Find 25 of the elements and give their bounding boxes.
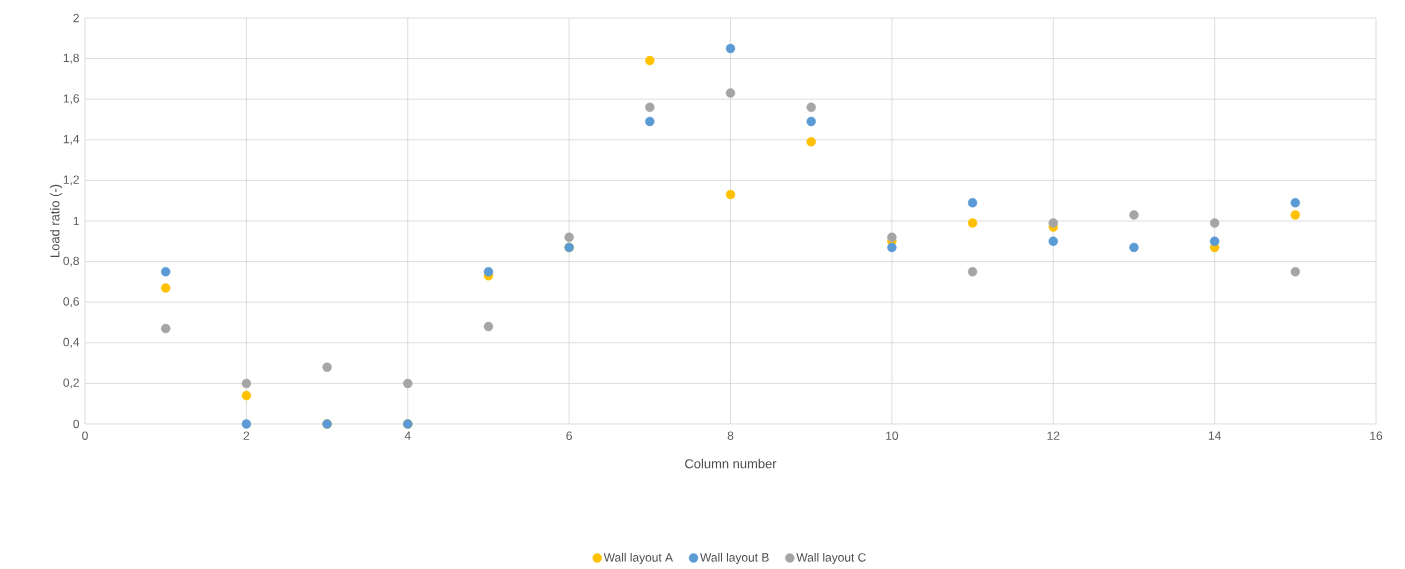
- x-tick-label: 10: [886, 431, 899, 440]
- y-tick-label: 0,6: [63, 297, 79, 308]
- y-axis-title: Load ratio (-): [49, 184, 63, 257]
- y-tick-label: 1,8: [63, 53, 79, 64]
- x-tick-label: 16: [1370, 431, 1383, 440]
- x-axis-title: Column number: [685, 458, 777, 469]
- y-tick-label: 0,8: [63, 256, 79, 267]
- y-tick-label: 1,4: [63, 134, 80, 145]
- legend-label: Wall layout B: [700, 552, 769, 565]
- y-tick-label: 1,2: [63, 175, 79, 186]
- y-tick-label: 2: [73, 13, 79, 23]
- y-tick-label: 1: [73, 216, 79, 226]
- x-tick-label: 8: [727, 431, 734, 440]
- x-tick-label: 4: [404, 431, 411, 440]
- y-tick-label: 1,6: [63, 94, 79, 105]
- legend-label: Wall layout C: [796, 552, 866, 565]
- x-tick-label: 12: [1047, 431, 1060, 440]
- x-tick-label: 14: [1208, 431, 1221, 440]
- x-tick-label: 2: [243, 431, 250, 440]
- x-tick-label: 6: [566, 431, 572, 440]
- legend-label: Wall layout A: [603, 552, 673, 565]
- y-tick-label: 0: [73, 419, 80, 429]
- y-tick-label: 0,2: [63, 378, 79, 389]
- y-tick-label: 0,4: [63, 337, 80, 348]
- x-tick-label: 0: [82, 431, 88, 440]
